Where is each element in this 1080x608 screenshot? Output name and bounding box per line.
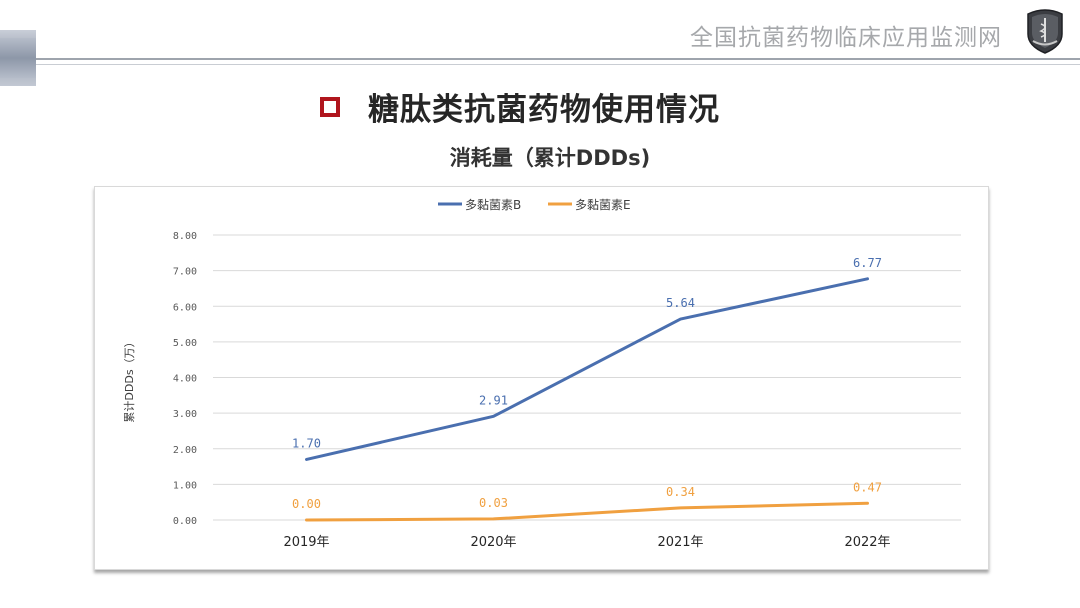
page-title-text: 糖肽类抗菌药物使用情况	[368, 92, 720, 128]
chart-container: 0.00 1.00 2.00 3.00 4.00 5.00 6.00 7.00 8.00 累计DD…	[94, 186, 989, 570]
y-tick-label: 0.00	[173, 516, 197, 527]
x-tick-label: 2020年	[470, 535, 516, 550]
series-line-1	[305, 277, 869, 461]
chart-title: 消耗量（累计DDDs)	[449, 146, 651, 170]
series-line-2	[305, 501, 869, 522]
header-decoration-bar-inner	[0, 38, 36, 78]
y-tick-label: 1.00	[173, 480, 197, 491]
legend-label: 多黏菌素B	[465, 198, 521, 212]
y-tick-label: 7.00	[173, 267, 197, 278]
data-label: 0.03	[479, 496, 508, 510]
data-label: 0.34	[666, 485, 695, 499]
y-tick-label: 4.00	[173, 374, 197, 385]
y-tick-label: 6.00	[173, 302, 197, 313]
line-chart: 0.00 1.00 2.00 3.00 4.00 5.00 6.00 7.00 8.00 累计DD…	[123, 198, 961, 550]
shield-emblem-icon	[1027, 9, 1063, 54]
data-label: 2.91	[479, 393, 508, 407]
legend-label: 多黏菌素E	[575, 198, 631, 212]
site-title: 全国抗菌药物临床应用监测网	[690, 25, 1002, 51]
y-axis-label: 累计DDDs（万）	[123, 336, 136, 422]
y-tick-label: 3.00	[173, 409, 197, 420]
x-tick-label: 2019年	[283, 535, 329, 550]
data-label: 5.64	[666, 296, 695, 310]
page-title: 糖肽类抗菌药物使用情况	[320, 84, 720, 129]
data-label: 1.70	[292, 436, 321, 450]
y-tick-label: 5.00	[173, 338, 197, 349]
data-label: 0.00	[292, 497, 321, 511]
y-tick-label: 8.00	[173, 231, 197, 242]
data-label: 6.77	[853, 256, 882, 270]
data-label: 0.47	[853, 480, 882, 494]
x-tick-label: 2022年	[844, 535, 890, 550]
header-divider	[36, 58, 1080, 65]
y-tick-label: 2.00	[173, 445, 197, 456]
x-tick-label: 2021年	[657, 535, 703, 550]
title-bullet-icon	[320, 96, 340, 117]
